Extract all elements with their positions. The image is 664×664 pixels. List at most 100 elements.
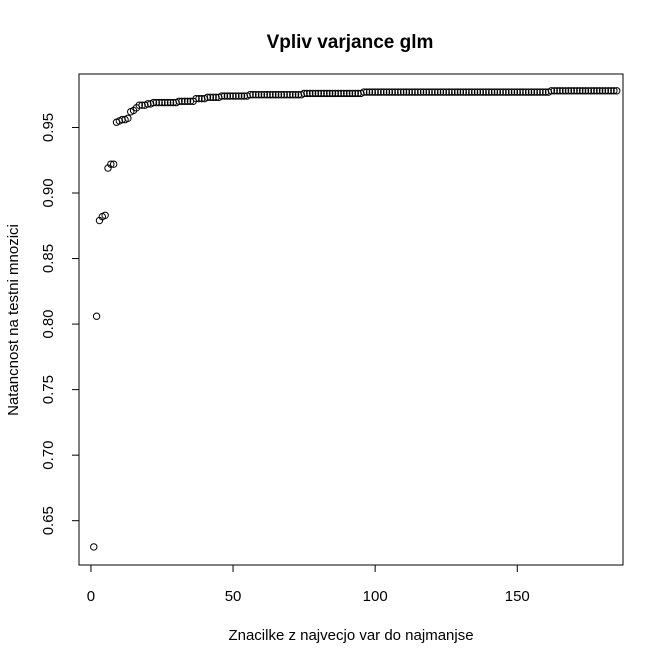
data-point — [590, 87, 598, 95]
data-point — [365, 88, 374, 96]
data-point — [135, 101, 143, 109]
data-point — [601, 87, 610, 95]
data-point — [203, 93, 212, 102]
data-point — [152, 98, 161, 107]
y-tick-label: 0.80 — [40, 309, 57, 338]
data-point — [158, 98, 166, 107]
data-point — [368, 88, 377, 96]
data-point — [337, 89, 345, 98]
y-tick-label: 0.70 — [40, 441, 57, 470]
data-point — [274, 91, 283, 99]
data-point — [578, 87, 587, 95]
data-point — [325, 89, 334, 98]
data-point — [422, 88, 431, 96]
data-point — [473, 88, 482, 96]
data-point — [163, 98, 172, 107]
data-point — [536, 88, 544, 96]
data-point — [192, 94, 200, 103]
data-point — [334, 89, 342, 98]
data-point — [502, 88, 510, 96]
data-point — [109, 160, 118, 168]
data-point — [448, 88, 456, 96]
data-point — [323, 89, 331, 98]
data-point — [223, 92, 232, 100]
data-point — [181, 97, 189, 105]
data-point — [416, 88, 425, 96]
data-point — [101, 211, 109, 219]
data-point — [405, 88, 413, 96]
data-point — [490, 88, 499, 96]
data-point — [524, 88, 533, 96]
data-point — [317, 89, 325, 98]
data-point — [453, 88, 462, 96]
data-point — [613, 87, 621, 95]
data-point — [277, 91, 286, 99]
data-point — [385, 88, 394, 96]
data-point — [246, 91, 254, 99]
data-point — [306, 89, 314, 98]
data-point — [252, 91, 260, 99]
data-point — [388, 88, 396, 96]
data-point — [320, 89, 328, 98]
data-point — [550, 87, 558, 95]
data-point — [348, 89, 357, 98]
data-point — [257, 91, 266, 99]
data-point — [462, 88, 470, 96]
data-point — [379, 88, 388, 96]
data-point — [507, 88, 516, 96]
data-point — [166, 98, 175, 107]
data-point — [470, 88, 479, 96]
y-tick-label: 0.90 — [40, 178, 57, 207]
data-point — [459, 88, 467, 96]
data-point — [206, 93, 215, 102]
data-point — [547, 87, 556, 95]
data-point — [479, 88, 487, 96]
data-point — [90, 543, 98, 551]
data-point — [229, 92, 237, 100]
data-point — [235, 92, 243, 100]
data-point — [587, 87, 595, 95]
data-point — [476, 88, 485, 96]
data-point — [595, 87, 604, 95]
data-point — [436, 88, 445, 96]
data-point — [391, 88, 399, 96]
data-point — [260, 91, 269, 99]
data-point — [271, 91, 280, 99]
y-tick-label: 0.75 — [40, 375, 57, 404]
data-point — [581, 87, 590, 95]
x-tick-label: 50 — [225, 588, 242, 605]
plot-frame — [78, 73, 624, 566]
data-point — [280, 91, 288, 99]
data-point — [237, 92, 246, 100]
data-point — [428, 88, 436, 96]
data-point — [493, 88, 502, 96]
data-point — [610, 87, 618, 95]
data-point — [505, 88, 513, 96]
data-point — [559, 87, 567, 95]
data-point — [394, 88, 402, 96]
data-point — [183, 97, 192, 105]
y-axis-label: Natancnost na testni mnozici — [5, 224, 22, 416]
chart-title: Vpliv varjance glm — [267, 32, 434, 53]
data-point — [155, 98, 163, 107]
data-point — [397, 88, 405, 96]
data-point — [286, 91, 294, 99]
data-point — [374, 88, 382, 96]
data-point — [308, 89, 317, 98]
data-point — [328, 89, 337, 98]
data-point — [573, 87, 581, 95]
data-point — [468, 88, 476, 96]
data-point — [314, 89, 323, 98]
data-point — [598, 87, 607, 95]
data-point — [431, 88, 439, 96]
data-point — [232, 92, 240, 100]
data-points — [90, 87, 621, 551]
x-axis: 0 50 100 150 — [87, 564, 530, 605]
data-point — [411, 88, 419, 96]
data-point — [377, 88, 385, 96]
data-point — [178, 97, 186, 105]
data-point — [539, 88, 547, 96]
data-point — [249, 91, 257, 99]
data-point — [263, 91, 271, 99]
data-point — [533, 88, 541, 96]
